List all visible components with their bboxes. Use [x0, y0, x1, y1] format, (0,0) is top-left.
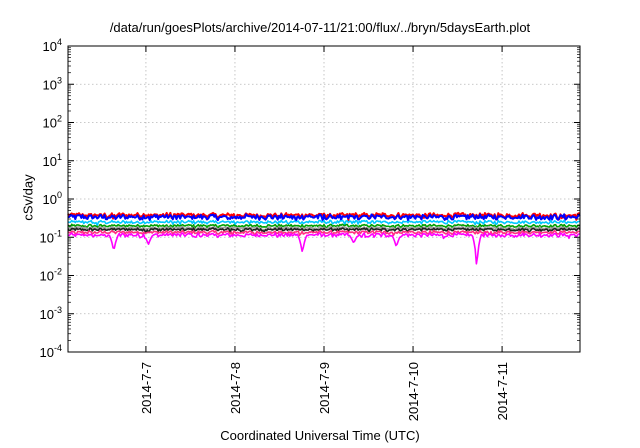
series-group [67, 211, 581, 265]
y-tick-label: 103 [43, 75, 62, 92]
x-tick-label: 2014-7-11 [495, 362, 510, 420]
series-line [67, 232, 580, 265]
x-tick-label: 2014-7-9 [317, 362, 332, 414]
series-line [67, 225, 581, 233]
y-tick-label: 101 [43, 152, 62, 169]
series-line [67, 223, 581, 230]
y-tick-label: 10-3 [40, 305, 62, 322]
x-tick-label: 2014-7-8 [228, 362, 243, 414]
y-tick-label: 102 [43, 114, 62, 131]
y-tick-label: 104 [43, 37, 62, 54]
x-tick-label: 2014-7-7 [139, 362, 154, 414]
series-line [67, 227, 581, 234]
series-line [67, 213, 581, 223]
series-line [67, 229, 581, 238]
chart-title: /data/run/goesPlots/archive/2014-07-11/2… [109, 20, 531, 35]
grid [68, 46, 580, 352]
x-axis-label: Coordinated Universal Time (UTC) [220, 428, 420, 443]
series-line [67, 219, 581, 227]
y-tick-label: 10-2 [40, 267, 62, 284]
y-tick-label: 10-1 [40, 228, 62, 245]
y-tick-label: 100 [43, 190, 62, 207]
x-tick-label: 2014-7-10 [406, 362, 421, 421]
y-tick-label: 10-4 [40, 343, 62, 360]
ticks: 10-4 10-3 10-2 10-1 100 101 102 103 104 2014-7-7 2… [40, 37, 580, 421]
